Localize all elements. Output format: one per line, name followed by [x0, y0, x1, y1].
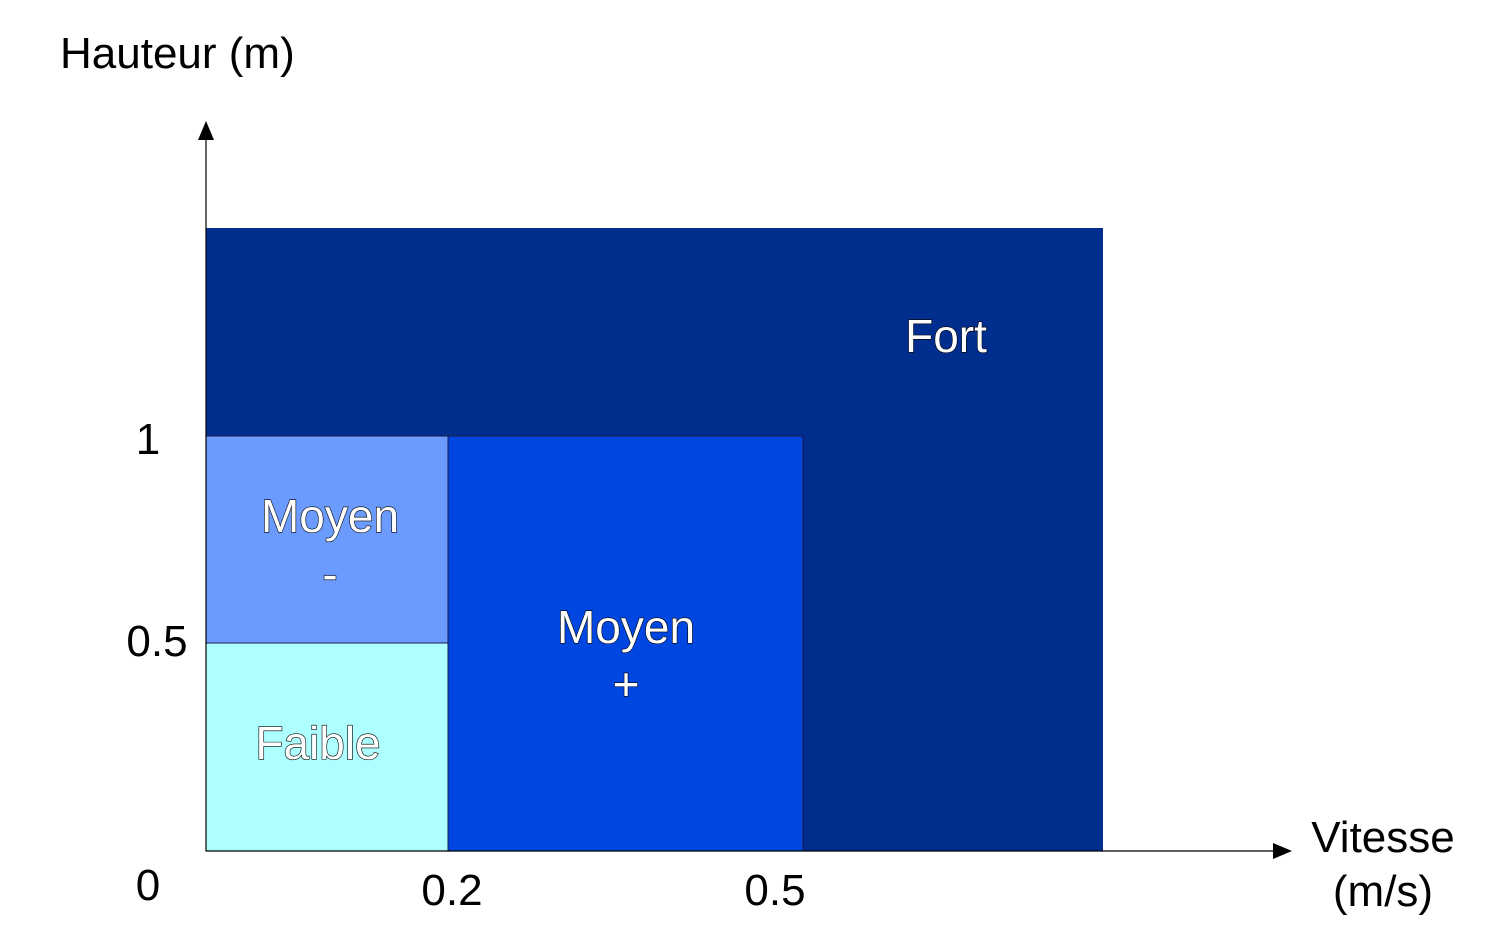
y-axis-title: Hauteur (m) — [60, 29, 295, 78]
y-tick-label: 1 — [136, 415, 160, 464]
zone-label-moyen-plus-sign: + — [613, 658, 640, 710]
x-axis-title-line1: Vitesse — [1311, 813, 1455, 862]
zone-label-faible: Faible — [255, 717, 380, 769]
x-tick-label: 0.5 — [744, 866, 805, 915]
zone-label-moyen-plus: Moyen — [557, 601, 695, 653]
zone-label-fort: Fort — [905, 310, 987, 362]
zone-label-moyen-minus-sign: - — [322, 548, 337, 600]
x-axis-arrowhead — [1273, 843, 1292, 859]
y-tick-label: 0 — [136, 861, 160, 910]
y-tick-label: 0.5 — [126, 617, 187, 666]
x-tick-label: 0.2 — [421, 866, 482, 915]
zone-label-moyen-minus: Moyen — [261, 490, 399, 542]
y-axis-arrowhead — [198, 121, 214, 140]
x-axis-title-line2: (m/s) — [1333, 867, 1433, 916]
